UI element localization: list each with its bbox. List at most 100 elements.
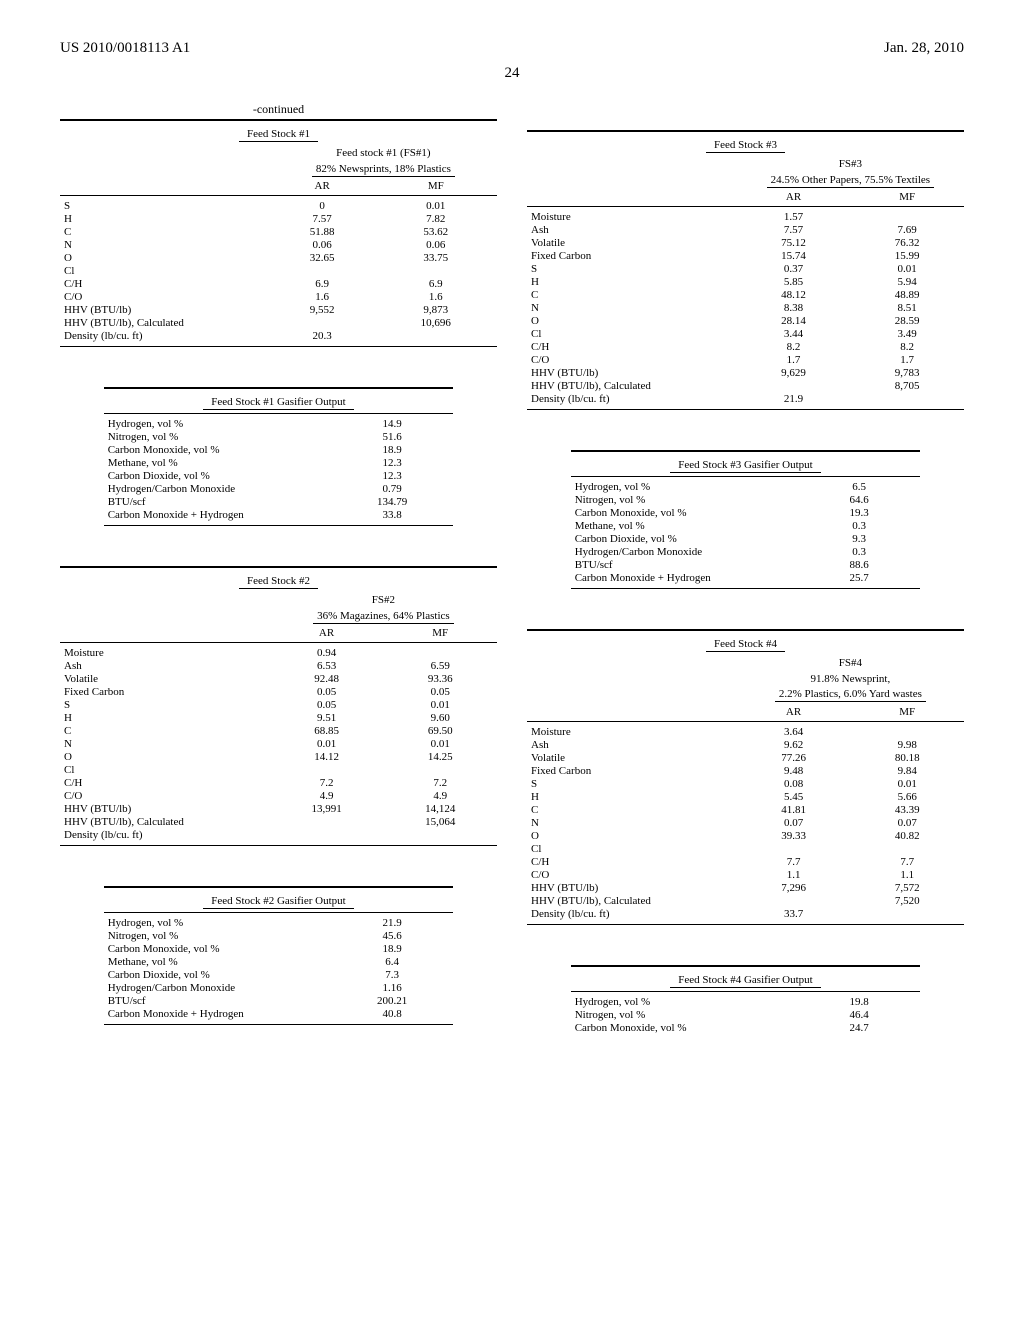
table-row: BTU/scf134.79 <box>104 496 454 509</box>
table-row: Carbon Dioxide, vol %7.3 <box>104 969 454 982</box>
table-row: Carbon Dioxide, vol %12.3 <box>104 470 454 483</box>
table-row: Fixed Carbon0.050.05 <box>60 686 497 699</box>
fs1-body: S00.01H7.577.82C51.8853.62N0.060.06O32.6… <box>60 200 497 343</box>
fs1g-body: Hydrogen, vol %14.9Nitrogen, vol %51.6Ca… <box>104 418 454 522</box>
col-mf: MF <box>375 177 497 196</box>
fs4-sub2a: 91.8% Newsprint, <box>737 670 964 686</box>
table-row: S0.050.01 <box>60 699 497 712</box>
table-row: Methane, vol %12.3 <box>104 457 454 470</box>
table-row: N8.388.51 <box>527 302 964 315</box>
table-row: Cl <box>60 764 497 777</box>
fs2-gasifier-table: Feed Stock #2 Gasifier Output Hydrogen, … <box>60 886 497 1025</box>
table-row: Moisture0.94 <box>60 647 497 660</box>
fs3-gasifier-table: Feed Stock #3 Gasifier Output Hydrogen, … <box>527 450 964 589</box>
table-row: N0.070.07 <box>527 816 964 829</box>
fs3-body: Moisture1.57Ash7.577.69Volatile75.1276.3… <box>527 211 964 406</box>
table-row: O14.1214.25 <box>60 751 497 764</box>
table-row: Methane, vol %6.4 <box>104 956 454 969</box>
fs2g-title: Feed Stock #2 Gasifier Output <box>203 895 353 909</box>
fs1-gasifier-table: Feed Stock #1 Gasifier Output Hydrogen, … <box>60 387 497 526</box>
table-row: S0.370.01 <box>527 263 964 276</box>
pub-number: US 2010/0018113 A1 <box>60 40 190 57</box>
table-row: Hydrogen/Carbon Monoxide1.16 <box>104 982 454 995</box>
table-row: Nitrogen, vol %46.4 <box>571 1008 921 1021</box>
table-row: HHV (BTU/lb), Calculated15,064 <box>60 816 497 829</box>
table-row: BTU/scf88.6 <box>571 559 921 572</box>
fs3-sub1: FS#3 <box>737 155 964 171</box>
table-row: C/H7.27.2 <box>60 777 497 790</box>
fs2-sub1: FS#2 <box>270 591 497 607</box>
table-row: HHV (BTU/lb), Calculated10,696 <box>60 317 497 330</box>
table-row: HHV (BTU/lb), Calculated7,520 <box>527 894 964 907</box>
table-row: C/H6.96.9 <box>60 278 497 291</box>
fs4-title: Feed Stock #4 <box>706 638 785 652</box>
table-row: Nitrogen, vol %51.6 <box>104 431 454 444</box>
table-row: Carbon Monoxide + Hydrogen25.7 <box>571 572 921 585</box>
page-number: 24 <box>60 65 964 82</box>
table-row: Carbon Monoxide, vol %18.9 <box>104 444 454 457</box>
table-row: N0.010.01 <box>60 738 497 751</box>
fs1-sub1: Feed stock #1 (FS#1) <box>270 144 497 160</box>
table-row: H9.519.60 <box>60 712 497 725</box>
table-row: S00.01 <box>60 200 497 213</box>
table-row: C/O1.71.7 <box>527 354 964 367</box>
table-row: H5.455.66 <box>527 790 964 803</box>
pub-date: Jan. 28, 2010 <box>884 40 964 57</box>
table-row: Volatile92.4893.36 <box>60 673 497 686</box>
table-row: Hydrogen/Carbon Monoxide0.3 <box>571 546 921 559</box>
table-row: Nitrogen, vol %64.6 <box>571 494 921 507</box>
table-row: H5.855.94 <box>527 276 964 289</box>
table-row: H7.577.82 <box>60 213 497 226</box>
table-row: O39.3340.82 <box>527 829 964 842</box>
fs3g-body: Hydrogen, vol %6.5Nitrogen, vol %64.6Car… <box>571 481 921 585</box>
table-row: C41.8143.39 <box>527 803 964 816</box>
table-row: Carbon Monoxide + Hydrogen40.8 <box>104 1008 454 1021</box>
table-row: Ash9.629.98 <box>527 738 964 751</box>
fs2-sub2: 36% Magazines, 64% Plastics <box>313 610 454 624</box>
table-row: Hydrogen, vol %21.9 <box>104 917 454 930</box>
table-row: Carbon Dioxide, vol %9.3 <box>571 533 921 546</box>
table-row: Moisture1.57 <box>527 211 964 224</box>
fs4g-body: Hydrogen, vol %19.8Nitrogen, vol %46.4Ca… <box>571 995 921 1034</box>
table-row: Density (lb/cu. ft)33.7 <box>527 907 964 920</box>
table-row: C/O1.61.6 <box>60 291 497 304</box>
table-row: Volatile77.2680.18 <box>527 751 964 764</box>
table-row: Hydrogen/Carbon Monoxide0.79 <box>104 483 454 496</box>
table-row: Cl <box>527 842 964 855</box>
table-row: C/O1.11.1 <box>527 868 964 881</box>
table-row: HHV (BTU/lb), Calculated8,705 <box>527 380 964 393</box>
fs3-title: Feed Stock #3 <box>706 139 785 153</box>
table-row: S0.080.01 <box>527 777 964 790</box>
fs1-table: -continued Feed Stock #1 Feed stock #1 (… <box>60 102 497 347</box>
table-row: Density (lb/cu. ft)21.9 <box>527 393 964 406</box>
table-row: HHV (BTU/lb)9,6299,783 <box>527 367 964 380</box>
table-row: C/O4.94.9 <box>60 790 497 803</box>
fs4-gasifier-table: Feed Stock #4 Gasifier Output Hydrogen, … <box>527 965 964 1035</box>
table-row: Density (lb/cu. ft) <box>60 829 497 842</box>
table-row: Carbon Monoxide, vol %24.7 <box>571 1021 921 1034</box>
fs2-body: Moisture0.94Ash6.536.59Volatile92.4893.3… <box>60 647 497 842</box>
table-row: HHV (BTU/lb)9,5529,873 <box>60 304 497 317</box>
table-row: O28.1428.59 <box>527 315 964 328</box>
fs4-body: Moisture3.64Ash9.629.98Volatile77.2680.1… <box>527 725 964 920</box>
table-row: Hydrogen, vol %14.9 <box>104 418 454 431</box>
fs2g-body: Hydrogen, vol %21.9Nitrogen, vol %45.6Ca… <box>104 917 454 1021</box>
table-row: C/H8.28.2 <box>527 341 964 354</box>
table-row: Cl <box>60 265 497 278</box>
table-row: HHV (BTU/lb)13,99114,124 <box>60 803 497 816</box>
table-row: Carbon Monoxide, vol %18.9 <box>104 943 454 956</box>
table-row: Volatile75.1276.32 <box>527 237 964 250</box>
page: US 2010/0018113 A1 Jan. 28, 2010 24 -con… <box>0 0 1024 1094</box>
fs1-sub2: 82% Newsprints, 18% Plastics <box>312 163 455 177</box>
page-header: US 2010/0018113 A1 Jan. 28, 2010 <box>60 40 964 57</box>
table-row: Moisture3.64 <box>527 725 964 738</box>
table-row: BTU/scf200.21 <box>104 995 454 1008</box>
table-row: C/H7.77.7 <box>527 855 964 868</box>
right-column: Feed Stock #3 FS#3 24.5% Other Papers, 7… <box>527 102 964 1074</box>
table-row: Ash7.577.69 <box>527 224 964 237</box>
table-row: Ash6.536.59 <box>60 660 497 673</box>
fs4-sub2b: 2.2% Plastics, 6.0% Yard wastes <box>775 688 926 702</box>
fs3g-title: Feed Stock #3 Gasifier Output <box>670 459 820 473</box>
table-row: Carbon Monoxide, vol %19.3 <box>571 507 921 520</box>
fs4g-title: Feed Stock #4 Gasifier Output <box>670 974 820 988</box>
